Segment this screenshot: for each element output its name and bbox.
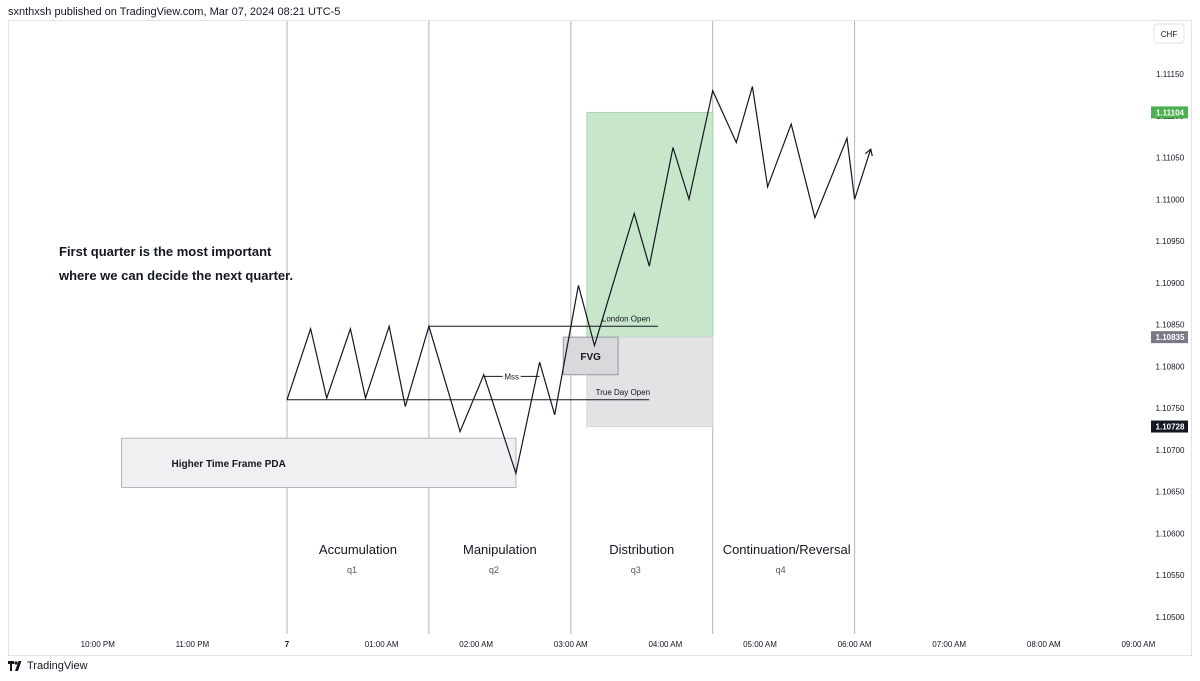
price-label-3: 1.10728 xyxy=(1156,423,1185,432)
x-tick-label: 03:00 AM xyxy=(554,640,588,649)
x-tick-label: 10:00 PM xyxy=(81,640,116,649)
x-tick-label: 06:00 AM xyxy=(838,640,872,649)
y-tick-label: 1.10550 xyxy=(1156,571,1185,580)
x-tick-label: 09:00 AM xyxy=(1121,640,1155,649)
footer-brand: TradingView xyxy=(27,660,88,672)
price-label-bg-1 xyxy=(1151,106,1188,119)
price-label-2: 1.10835 xyxy=(1156,333,1185,342)
annotation-line-2: where we can decide the next quarter. xyxy=(58,268,293,283)
y-tick-label: 1.10950 xyxy=(1156,237,1185,246)
publish-info: sxnthxsh published on TradingView.com, M… xyxy=(8,6,341,18)
price-arrow-head xyxy=(865,148,873,157)
y-tick-label: 1.10600 xyxy=(1156,529,1185,538)
tradingview-logo-icon xyxy=(8,661,22,671)
quarter-tag-q2: q2 xyxy=(489,565,499,575)
y-tick-label: 1.10800 xyxy=(1156,362,1185,371)
price-label-bg-2 xyxy=(1151,331,1188,344)
price-label-bg-3 xyxy=(1151,420,1188,433)
x-tick-label: 08:00 AM xyxy=(1027,640,1061,649)
y-tick-label: 1.10700 xyxy=(1156,446,1185,455)
quarter-name-q1: Accumulation xyxy=(319,542,397,557)
quarter-tag-q1: q1 xyxy=(347,565,357,575)
x-tick-label: 07:00 AM xyxy=(932,640,966,649)
x-tick-label: 7 xyxy=(285,640,290,649)
currency-label: CHF xyxy=(1161,30,1178,39)
quarter-tag-q3: q3 xyxy=(631,565,641,575)
fvg-zone[interactable] xyxy=(562,336,619,376)
quarter-name-q4: Continuation/Reversal xyxy=(723,542,851,557)
x-tick-label: 04:00 AM xyxy=(648,640,682,649)
london-open-label: London Open xyxy=(602,314,651,323)
y-tick-label: 1.11050 xyxy=(1156,154,1185,163)
x-tick-label: 11:00 PM xyxy=(176,640,210,649)
y-tick-label: 1.10650 xyxy=(1156,488,1185,497)
y-tick-label: 1.10850 xyxy=(1156,321,1185,330)
htf-pda-zone[interactable] xyxy=(120,437,517,489)
y-tick-label: 1.11000 xyxy=(1156,195,1185,204)
mss-label: Mss xyxy=(504,372,519,381)
quarter-tag-q4: q4 xyxy=(776,565,786,575)
fvg-label: FVG xyxy=(580,352,601,363)
price-label-1: 1.11104 xyxy=(1156,108,1185,117)
y-tick-label: 1.10900 xyxy=(1156,279,1185,288)
green-zone[interactable] xyxy=(586,111,714,338)
y-tick-label: 1.10500 xyxy=(1156,613,1185,622)
currency-badge[interactable] xyxy=(1153,23,1185,44)
quarter-name-q3: Distribution xyxy=(609,542,674,557)
mss-label-bg xyxy=(502,370,521,382)
x-tick-label: 02:00 AM xyxy=(459,640,493,649)
y-tick-label: 1.10750 xyxy=(1156,404,1185,413)
annotation-line-1: First quarter is the most important xyxy=(59,244,272,259)
x-tick-label: 01:00 AM xyxy=(365,640,399,649)
quarter-name-q2: Manipulation xyxy=(463,542,537,557)
chart-frame xyxy=(8,20,1192,656)
x-tick-label: 05:00 AM xyxy=(743,640,777,649)
htf-pda-label: Higher Time Frame PDA xyxy=(172,459,286,470)
grey-zone[interactable] xyxy=(586,336,714,428)
y-tick-label: 1.11150 xyxy=(1156,70,1184,79)
footer: TradingView xyxy=(8,660,88,672)
true-day-open-label: True Day Open xyxy=(596,388,650,397)
price-path-line[interactable] xyxy=(286,86,872,476)
